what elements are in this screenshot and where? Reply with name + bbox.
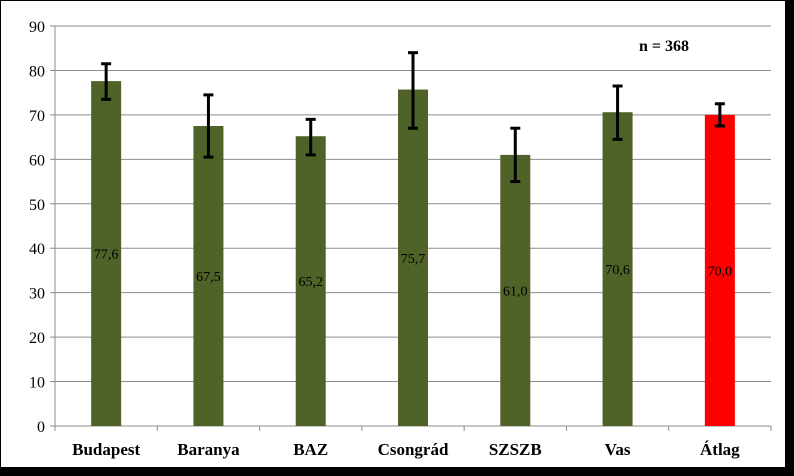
data-label: 61,0: [503, 284, 528, 299]
y-tick-label: 90: [29, 19, 45, 36]
bar: [398, 89, 428, 427]
bar: [91, 81, 122, 426]
data-label: 75,7: [401, 252, 426, 267]
data-label: 67,5: [196, 270, 221, 285]
y-tick-label: 30: [29, 286, 45, 303]
x-tick-label: Baranya: [177, 440, 240, 459]
y-tick-label: 70: [29, 108, 45, 125]
sample-size-annotation: n = 368: [639, 38, 689, 55]
bar: [295, 136, 326, 426]
bar: [500, 154, 531, 426]
bar: [704, 114, 735, 426]
y-tick-label: 0: [37, 419, 45, 436]
y-tick-label: 60: [29, 152, 45, 169]
bars: [91, 81, 735, 427]
bar: [602, 112, 633, 426]
x-tick-label: SZSZB: [489, 440, 542, 459]
data-labels: 77,6 67,5 65,2 75,7 61,0 70,6 70,0: [94, 248, 732, 300]
bar: [193, 126, 224, 426]
x-tick-label: Vas: [605, 440, 631, 459]
error-bars: [101, 51, 725, 184]
x-tick-label: Budapest: [72, 440, 140, 459]
x-tick-label: Csongrád: [378, 440, 449, 459]
data-label: 65,2: [298, 275, 323, 290]
y-tick-label: 20: [29, 330, 45, 347]
x-tick-label: Átlag: [700, 440, 740, 459]
y-tick-label: 40: [29, 241, 45, 258]
data-label: 77,6: [94, 248, 119, 263]
axes: 0 10 20 30 40 50 60 70 80 90 Budapest Baranya BAZ Cso…: [29, 19, 772, 459]
data-label: 70,0: [708, 264, 733, 279]
y-tick-label: 50: [29, 197, 45, 214]
bar-chart: 0 10 20 30 40 50 60 70 80 90 Budapest Baranya BAZ Cso…: [29, 19, 772, 459]
chart-frame: 0 10 20 30 40 50 60 70 80 90 Budapest Baranya BAZ Cso…: [0, 0, 786, 468]
x-tick-label: BAZ: [293, 440, 328, 459]
y-tick-label: 10: [29, 375, 45, 392]
y-tick-label: 80: [29, 63, 45, 80]
data-label: 70,6: [605, 263, 630, 278]
